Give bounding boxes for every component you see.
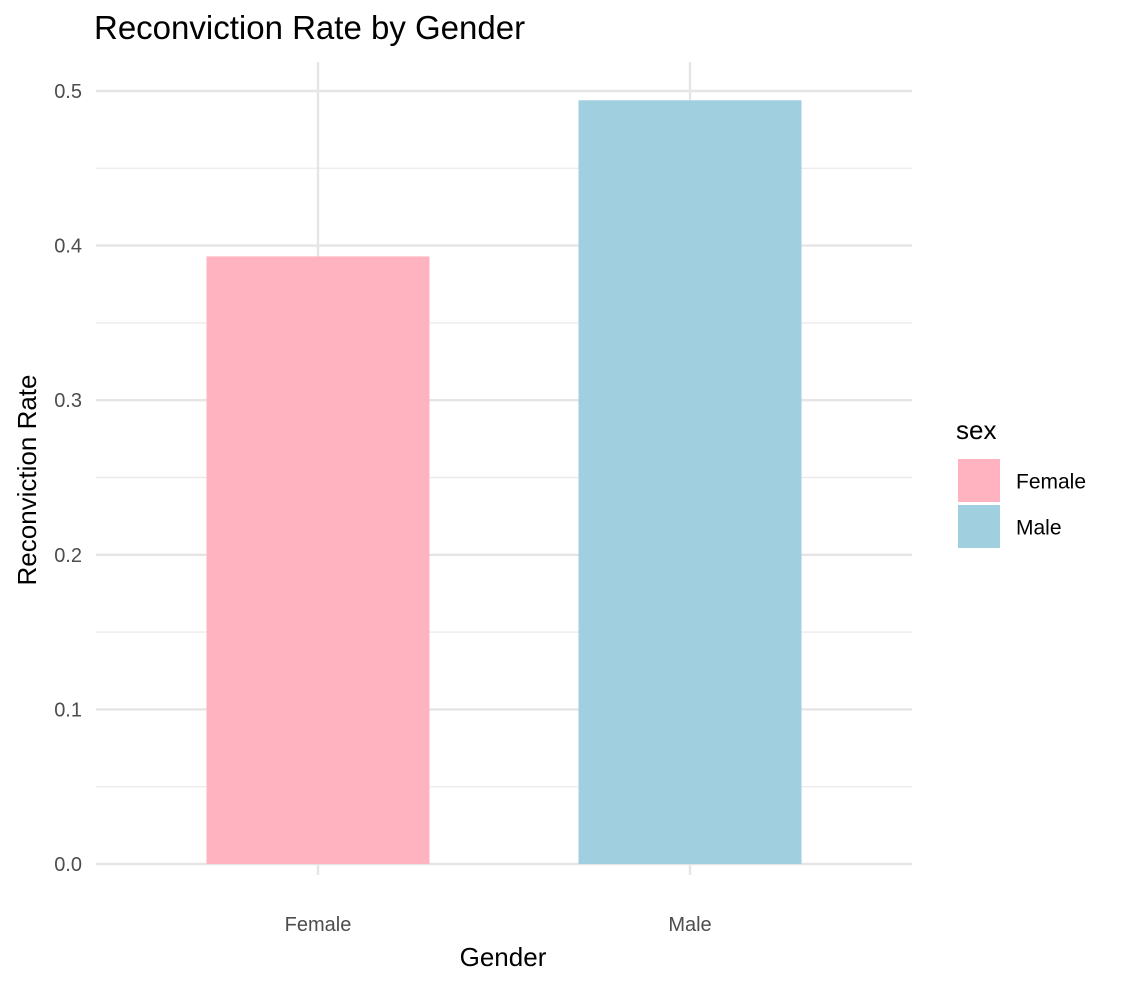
x-tick-label: Male <box>668 914 711 936</box>
y-tick-label: 0.0 <box>54 854 82 876</box>
bar-female <box>206 256 430 864</box>
y-tick-label: 0.4 <box>54 236 82 258</box>
legend: sex Female Male <box>956 415 1086 548</box>
y-tick-label: 0.1 <box>54 699 82 721</box>
x-axis-title: Gender <box>460 942 547 972</box>
legend-key-female <box>958 459 1000 502</box>
legend-label-female: Female <box>1016 471 1086 494</box>
y-axis-title: Reconviction Rate <box>12 375 42 586</box>
legend-label-male: Male <box>1016 517 1062 540</box>
legend-title: sex <box>956 415 996 445</box>
legend-entries: Female Male <box>958 459 1086 548</box>
x-axis-ticks: Female Male <box>285 914 712 936</box>
y-tick-label: 0.5 <box>54 81 82 103</box>
bar-male <box>578 100 802 864</box>
legend-key-male <box>958 505 1000 548</box>
y-tick-label: 0.3 <box>54 390 82 412</box>
chart-title: Reconviction Rate by Gender <box>94 9 525 46</box>
bar-layer <box>206 100 802 864</box>
y-axis-ticks: 0.0 0.1 0.2 0.3 0.4 0.5 <box>54 81 82 876</box>
x-tick-label: Female <box>285 914 352 936</box>
y-tick-label: 0.2 <box>54 545 82 567</box>
